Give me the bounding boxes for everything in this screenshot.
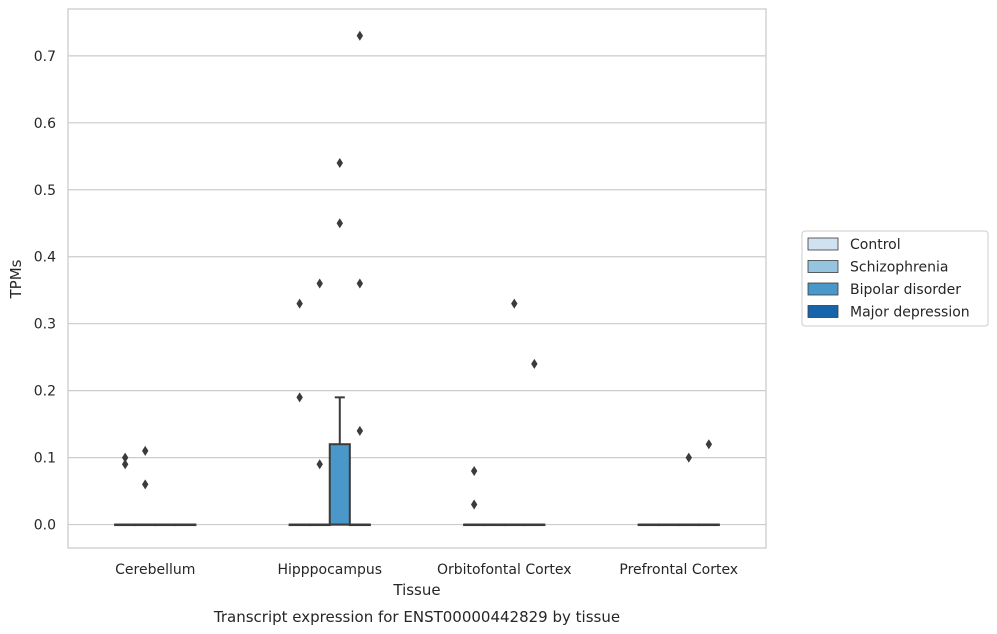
legend-swatch: [807, 305, 839, 318]
legend-frame: [801, 230, 989, 327]
box-series: [114, 30, 720, 527]
outlier-point: [296, 392, 303, 403]
y-tick-label: 0.4: [34, 250, 56, 266]
outlier-point: [470, 499, 478, 510]
x-tick-label: Hipppocampus: [277, 562, 382, 578]
outlier-point: [316, 278, 323, 289]
legend-swatch: [807, 260, 839, 273]
outlier-point: [121, 459, 129, 470]
y-tick-label: 0.2: [34, 384, 56, 400]
legend: Control Schizophrenia Bipolar disorder Majo…: [801, 230, 989, 327]
outlier-point: [121, 452, 129, 463]
y-tick-label: 0.5: [34, 183, 56, 199]
legend-swatch: [807, 282, 839, 296]
outlier-point: [685, 452, 692, 463]
y-tick-label: 0.0: [34, 518, 56, 534]
box-major-depression: [697, 439, 720, 527]
outlier-point: [142, 479, 149, 490]
outlier-point: [705, 439, 713, 450]
box-major-depression: [348, 30, 371, 527]
box-control: [637, 523, 660, 527]
outlier-point: [336, 158, 343, 168]
y-axis-label: TPMs: [7, 259, 25, 299]
box-schizophrenia: [483, 523, 506, 527]
outlier-point: [531, 358, 538, 369]
outlier-point: [296, 298, 303, 309]
x-axis-label: Tissue: [392, 581, 440, 599]
x-tick-label: Prefrontal Cortex: [619, 562, 738, 578]
plot-area: [68, 9, 766, 548]
outlier-point: [142, 445, 149, 456]
y-tick-label: 0.7: [34, 49, 56, 65]
legend-label: Bipolar disorder: [850, 282, 961, 298]
y-tick-label: 0.3: [34, 317, 56, 333]
legend-label: Control: [850, 237, 901, 253]
x-tick-label: Cerebellum: [115, 562, 195, 578]
box-schizophrenia: [308, 278, 331, 527]
outlier-point: [356, 30, 364, 41]
legend-label: Major depression: [850, 305, 970, 321]
plot-frame: [67, 8, 767, 549]
box-bipolar-disorder: [154, 523, 177, 527]
x-tick-label: Orbitofontal Cortex: [437, 562, 572, 578]
box: [328, 443, 351, 526]
outlier-point: [470, 466, 478, 476]
legend-swatch: [807, 237, 839, 251]
box-major-depression: [174, 523, 197, 527]
chart-caption: Transcript expression for ENST0000044282…: [213, 608, 620, 626]
y-tick-label: 0.6: [34, 116, 56, 132]
box-bipolar-disorder: [328, 158, 351, 526]
outlier-point: [511, 298, 518, 309]
outlier-point: [356, 425, 364, 436]
x-tick-labels: Cerebellum Hipppocampus Orbitofontal Corte…: [115, 562, 738, 578]
box-major-depression: [523, 358, 546, 527]
y-tick-labels: 0.0 0.1 0.2 0.3 0.4 0.5 0.6 0.7: [34, 49, 56, 534]
outlier-point: [336, 218, 343, 229]
legend-label: Schizophrenia: [850, 260, 948, 276]
box-schizophrenia: [657, 523, 680, 527]
gridlines: [68, 55, 766, 526]
box-control: [463, 466, 486, 527]
y-tick-label: 0.1: [34, 451, 56, 467]
outlier-point: [316, 459, 323, 470]
outlier-point: [356, 278, 364, 289]
